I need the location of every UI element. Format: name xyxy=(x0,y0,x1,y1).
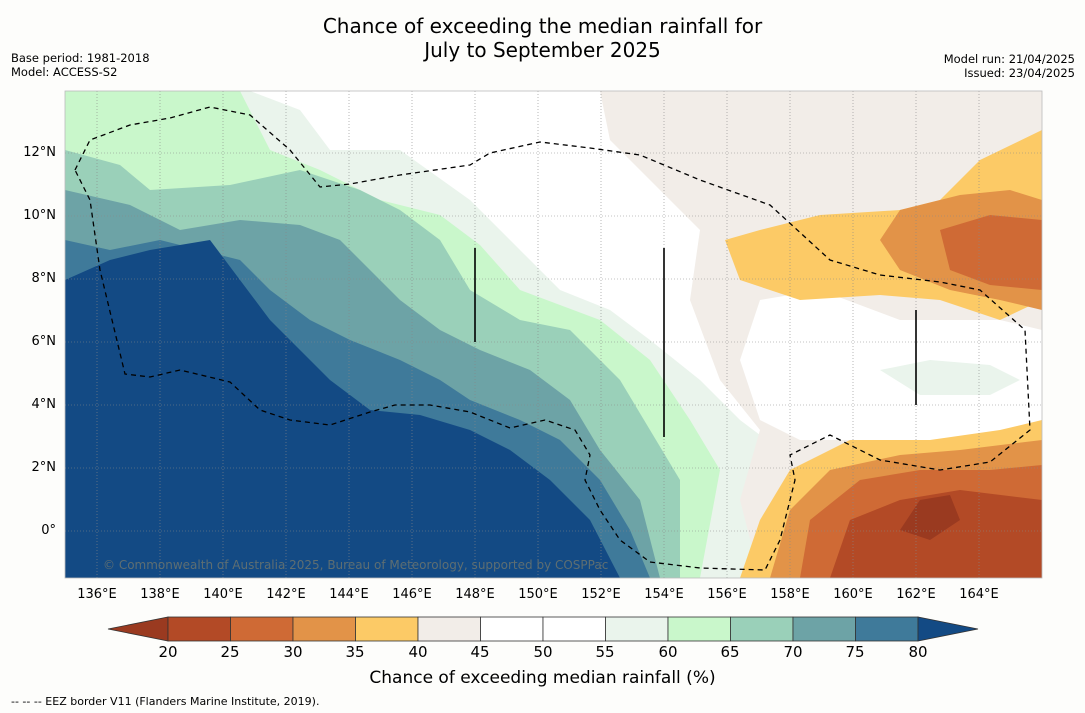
colorbar-tick-25: 25 xyxy=(220,643,240,661)
colorbar-tick-30: 30 xyxy=(283,643,303,661)
copyright-credit: © Commonwealth of Australia 2025, Bureau… xyxy=(103,558,609,572)
colorbar-tick-55: 55 xyxy=(595,643,615,661)
colorbar-title: Chance of exceeding median rainfall (%) xyxy=(369,668,716,688)
colorbar-tick-70: 70 xyxy=(783,643,803,661)
region-60-east xyxy=(880,360,1020,395)
colorbar-tick-20: 20 xyxy=(158,643,178,661)
colorbar-segment xyxy=(855,616,919,642)
title-line-2: July to September 2025 xyxy=(424,38,661,62)
lon-label-140e: 140°E xyxy=(203,587,243,602)
colorbar-segment xyxy=(230,616,294,642)
colorbar-tick-60: 60 xyxy=(658,643,678,661)
lon-label-154e: 154°E xyxy=(644,587,684,602)
map-field xyxy=(65,91,1042,578)
colorbar-segment xyxy=(667,616,731,642)
grid-lines xyxy=(65,91,1042,578)
lon-label-156e: 156°E xyxy=(707,587,747,602)
issued-date: Issued: 23/04/2025 xyxy=(964,66,1075,80)
colorbar-segment xyxy=(480,616,544,642)
colorbar-tick-75: 75 xyxy=(845,643,865,661)
lon-label-150e: 150°E xyxy=(518,587,558,602)
colorbar-segment xyxy=(417,616,481,642)
lon-label-148e: 148°E xyxy=(455,587,495,602)
lat-label-0: 0° xyxy=(41,523,56,538)
lon-label-138e: 138°E xyxy=(140,587,180,602)
colorbar-tick-50: 50 xyxy=(533,643,553,661)
eez-footnote: -- -- -- EEZ border V11 (Flanders Marine… xyxy=(11,695,320,708)
colorbar-segment xyxy=(792,616,856,642)
base-period: Base period: 1981-2018 xyxy=(11,51,150,65)
colorbar-tick-40: 40 xyxy=(408,643,428,661)
boundary-lines xyxy=(474,248,917,437)
region-below-20 xyxy=(900,495,960,540)
lon-label-152e: 152°E xyxy=(581,587,621,602)
colorbar-segment xyxy=(605,616,669,642)
colorbar-segment xyxy=(167,616,231,642)
colorbar-tick-65: 65 xyxy=(720,643,740,661)
lat-label-6n: 6°N xyxy=(31,334,57,349)
colorbar-segment xyxy=(542,616,606,642)
base-info: Base period: 1981-2018 Model: ACCESS-S2 xyxy=(11,51,150,79)
colorbar-arrow-high xyxy=(917,616,979,642)
lon-label-160e: 160°E xyxy=(833,587,873,602)
region-light-north xyxy=(65,91,240,160)
map-frame xyxy=(64,90,1043,579)
model-name: Model: ACCESS-S2 xyxy=(11,65,118,79)
colorbar-tick-80: 80 xyxy=(908,643,928,661)
colorbar-segment xyxy=(292,616,356,642)
lat-label-8n: 8°N xyxy=(31,271,57,286)
lat-label-10n: 10°N xyxy=(23,208,56,223)
lon-label-164e: 164°E xyxy=(959,587,999,602)
colorbar-tick-45: 45 xyxy=(470,643,490,661)
lat-label-2n: 2°N xyxy=(31,460,57,475)
lat-label-4n: 4°N xyxy=(31,397,57,412)
colorbar-segment xyxy=(355,616,419,642)
lon-label-144e: 144°E xyxy=(329,587,369,602)
run-info: Model run: 21/04/2025 Issued: 23/04/2025 xyxy=(944,52,1075,80)
model-run: Model run: 21/04/2025 xyxy=(943,52,1075,66)
eez-border xyxy=(74,106,1031,571)
lat-label-12n: 12°N xyxy=(23,145,56,160)
lon-label-162e: 162°E xyxy=(896,587,936,602)
colorbar-segment xyxy=(730,616,794,642)
region-80-plus xyxy=(65,240,620,578)
colorbar-tick-35: 35 xyxy=(345,643,365,661)
lon-label-158e: 158°E xyxy=(770,587,810,602)
region-white-north xyxy=(600,91,900,190)
lon-label-142e: 142°E xyxy=(266,587,306,602)
title-line-1: Chance of exceeding the median rainfall … xyxy=(322,14,763,38)
colorbar-arrow-low xyxy=(107,616,169,642)
lon-label-136e: 136°E xyxy=(77,587,117,602)
region-25-30-north xyxy=(940,215,1042,290)
map-title: Chance of exceeding the median rainfall … xyxy=(0,14,1085,62)
lon-label-146e: 146°E xyxy=(392,587,432,602)
